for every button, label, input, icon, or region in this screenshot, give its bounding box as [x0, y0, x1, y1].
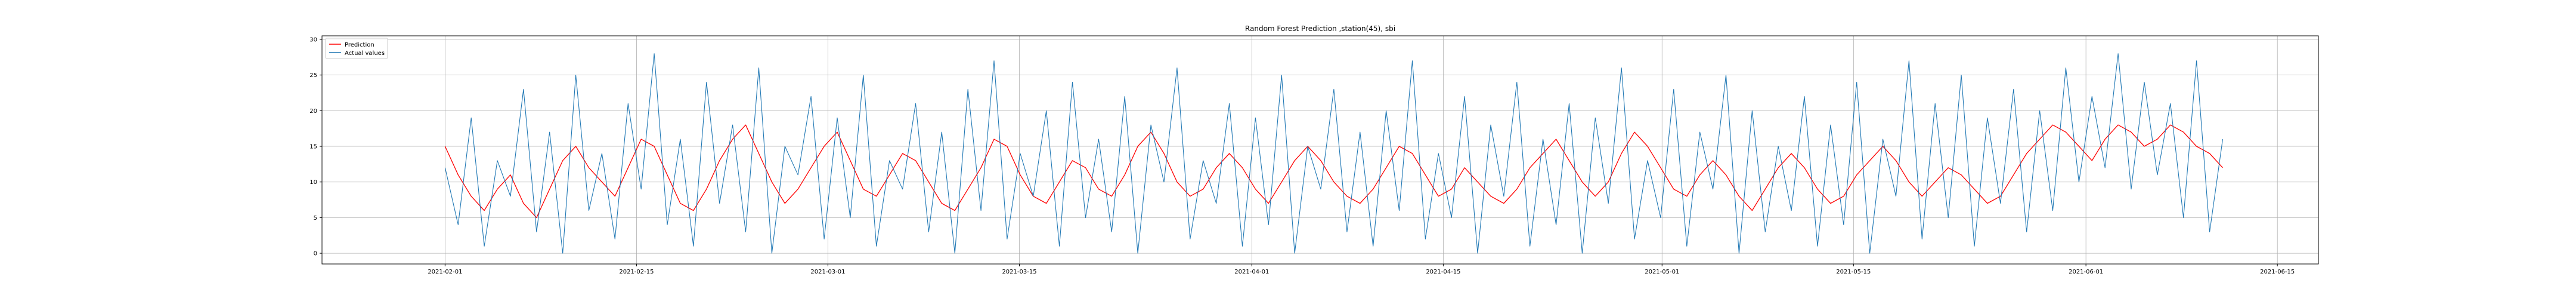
grid-layer — [322, 36, 2318, 264]
x-tick-label: 2021-05-01 — [1645, 269, 1679, 275]
x-tick-label: 2021-06-15 — [2260, 269, 2295, 275]
y-tick-label: 30 — [309, 36, 317, 43]
x-tick-label: 2021-04-15 — [1426, 269, 1460, 275]
legend-label-actual: Actual values — [345, 50, 385, 57]
chart-title: Random Forest Prediction ,station(45), s… — [1245, 24, 1395, 33]
y-axis: 0 5 10 15 20 25 30 — [309, 36, 322, 257]
legend-label-prediction: Prediction — [345, 42, 374, 48]
y-tick-label: 25 — [309, 72, 317, 79]
x-tick-label: 2021-03-01 — [810, 269, 845, 275]
x-tick-label: 2021-03-15 — [1002, 269, 1036, 275]
series-line-actual — [444, 53, 2224, 254]
x-axis: 2021-02-01 2021-02-15 2021-03-01 2021-03-15… — [428, 264, 2295, 275]
legend-box — [325, 38, 388, 59]
x-tick-label: 2021-06-01 — [2069, 269, 2103, 275]
y-tick-label: 15 — [309, 144, 317, 150]
legend: Prediction Actual values — [325, 38, 388, 59]
x-tick-label: 2021-02-01 — [428, 269, 462, 275]
x-tick-label: 2021-04-01 — [1234, 269, 1269, 275]
y-tick-label: 0 — [314, 251, 317, 257]
y-tick-label: 5 — [314, 215, 317, 222]
x-tick-label: 2021-05-15 — [1836, 269, 1871, 275]
axes-frame — [321, 35, 2319, 265]
y-tick-label: 10 — [309, 179, 317, 186]
plot-area — [444, 53, 2224, 254]
y-tick-label: 20 — [309, 108, 317, 115]
x-tick-label: 2021-02-15 — [619, 269, 654, 275]
